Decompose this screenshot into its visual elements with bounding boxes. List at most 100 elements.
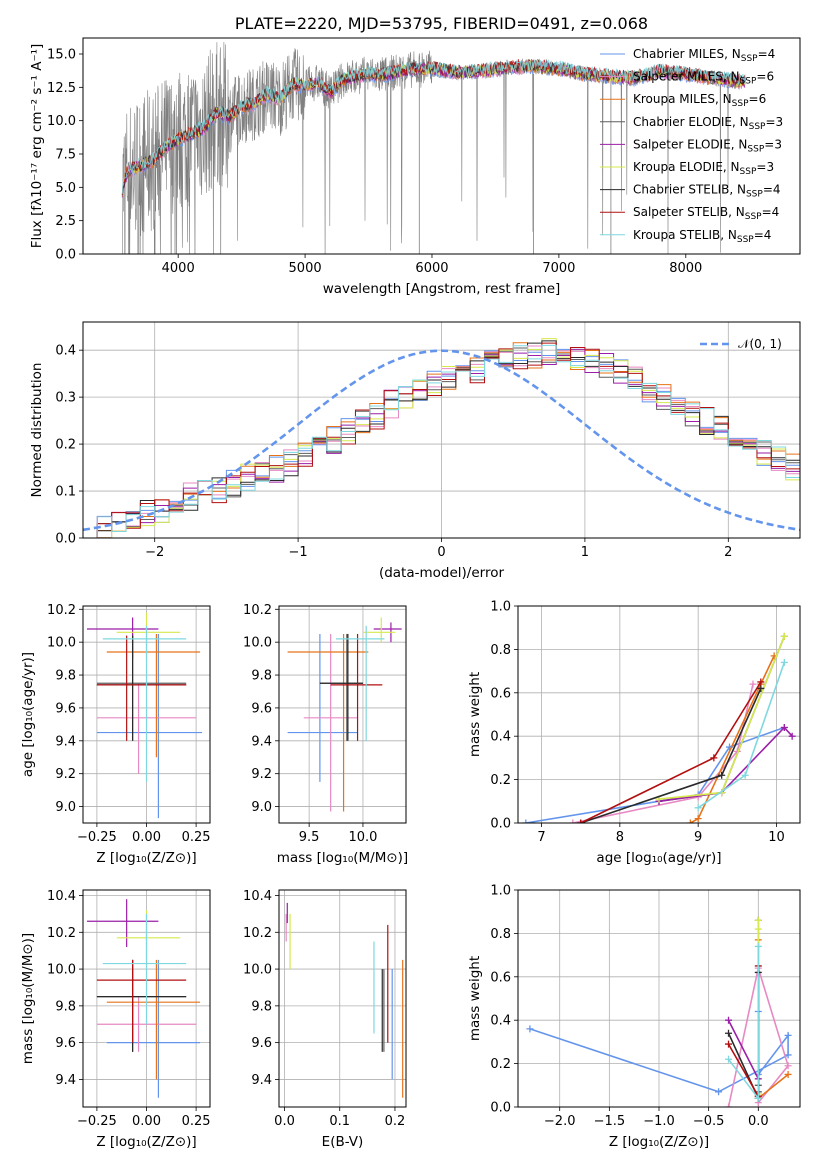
series-marker	[686, 819, 694, 823]
y-tick-label: 10.0	[47, 963, 76, 978]
y-tick-label: 9.8	[251, 999, 272, 1014]
y-tick-label: 9.2	[55, 767, 76, 782]
axes-frame	[278, 605, 407, 824]
x-tick-label: 10.0	[348, 830, 377, 845]
plot-area	[86, 612, 203, 819]
legend-entry: Kroupa MILES, NSSP=6	[633, 92, 766, 109]
legend-suffix: =4	[758, 47, 776, 61]
x-axis-label: wavelength [Angstrom, rest frame]	[323, 281, 561, 297]
y-tick-label: 10.0	[47, 114, 76, 129]
y-tick-label: 9.0	[251, 800, 272, 815]
series-marker	[788, 732, 796, 740]
x-tick-label: 0.0	[748, 1114, 769, 1129]
x-tick-label: 8	[616, 830, 624, 845]
series-marker	[754, 916, 762, 924]
x-tick-label: 0.0	[274, 1114, 295, 1129]
x-tick-label: 9.5	[299, 830, 320, 845]
series-marker	[725, 1040, 733, 1048]
y-tick-label: 9.6	[55, 701, 76, 716]
x-tick-label: 1	[581, 545, 589, 560]
y-tick-label: 0.0	[490, 817, 511, 832]
y-axis-label: Normed distribution	[29, 363, 45, 498]
x-tick-label: −0.25	[77, 830, 117, 845]
legend-entry: Salpeter MILES, NSSP=6	[633, 70, 774, 87]
plot-area	[522, 632, 796, 823]
legend-sub: SSP	[740, 77, 757, 87]
x-axis-label: Z [log₁₀(Z/Z⊙)]	[96, 850, 196, 866]
series-marker	[725, 1016, 733, 1024]
x-tick-label: 7000	[542, 261, 575, 276]
plot-area	[287, 617, 402, 812]
mass-ebv-panel: 0.0 0.1 0.2 9.4 9.6 9.8 10.0 10.2 10.4 E(B-V)	[243, 889, 407, 1150]
x-tick-label: −2	[145, 545, 164, 560]
y-tick-label: 0.1	[55, 485, 76, 500]
y-axis-label: mass weight	[467, 956, 483, 1041]
age-mass-panel: 9.5 10.0 9.0 9.2 9.4 9.6 9.8 10.0 10.2 mass [log₁…	[243, 603, 408, 866]
x-tick-label: 6000	[415, 261, 448, 276]
x-axis-label: (data-model)/error	[379, 565, 505, 581]
x-tick-label: 0.2	[385, 1114, 406, 1129]
legend-suffix: =4	[762, 205, 780, 219]
legend-suffix: =4	[754, 228, 772, 242]
y-tick-label: 10.0	[243, 636, 272, 651]
y-tick-label: 9.8	[251, 669, 272, 684]
series-marker	[694, 815, 702, 823]
legend-entry: Chabrier MILES, NSSP=4	[633, 47, 775, 64]
series-marker	[725, 1055, 733, 1063]
y-tick-label: 12.5	[47, 81, 76, 96]
series-marker	[741, 771, 749, 779]
legend-name: Chabrier MILES, N	[633, 47, 741, 61]
y-tick-label: 10.4	[243, 889, 272, 904]
age-z-panel: −0.25 0.00 0.25 9.0 9.2 9.4 9.6 9.8 10.0 10.2 Z [l…	[20, 603, 211, 866]
y-tick-label: 10.2	[243, 926, 272, 941]
y-tick-label: 9.8	[55, 669, 76, 684]
series-marker	[522, 819, 530, 823]
series-marker	[784, 1051, 792, 1059]
y-tick-label: 9.6	[251, 701, 272, 716]
y-tick-label: 2.5	[55, 214, 76, 229]
y-tick-label: 0.0	[55, 532, 76, 547]
y-tick-label: 0.8	[490, 927, 511, 942]
y-axis-label: mass weight	[467, 672, 483, 757]
x-tick-label: −1	[289, 545, 308, 560]
legend-name: Chabrier STELIB, N	[633, 183, 746, 197]
y-axis-label: mass [log₁₀(M/M⊙)]	[20, 933, 36, 1064]
x-tick-label: 0	[437, 545, 445, 560]
y-tick-label: 9.2	[251, 767, 272, 782]
legend-sub: SSP	[747, 144, 764, 154]
series-line	[689, 655, 775, 823]
x-tick-label: 0.00	[132, 830, 161, 845]
y-axis-label: age [log₁₀(age/yr)]	[20, 652, 36, 777]
y-tick-label: 1.0	[490, 600, 511, 615]
y-tick-label: 0.4	[490, 1014, 511, 1029]
legend-name: Kroupa STELIB, N	[633, 228, 737, 242]
y-tick-label: 0.0	[55, 248, 76, 263]
series-marker	[725, 1103, 733, 1107]
mass-z-panel: −0.25 0.00 0.25 9.4 9.6 9.8 10.0 10.2 10.4 Z [log…	[20, 889, 211, 1150]
y-tick-label: 9.4	[251, 734, 272, 749]
series-marker	[577, 819, 585, 823]
legend-suffix: =4	[763, 183, 781, 197]
y-tick-label: 5.0	[55, 181, 76, 196]
x-tick-label: 0.00	[132, 1114, 161, 1129]
legend-name: Salpeter ELODIE, N	[633, 137, 747, 151]
y-tick-label: 0.4	[55, 344, 76, 359]
legend-name: Kroupa MILES, N	[633, 92, 732, 106]
legend-sub: SSP	[732, 99, 749, 109]
x-tick-label: −2.0	[544, 1114, 576, 1129]
x-tick-label: 0.1	[329, 1114, 350, 1129]
x-tick-label: 8000	[669, 261, 702, 276]
legend-entry: Salpeter STELIB, NSSP=4	[633, 205, 779, 222]
series-marker	[569, 819, 577, 823]
y-tick-label: 15.0	[47, 48, 76, 63]
legend-entry: Kroupa STELIB, NSSP=4	[633, 228, 771, 245]
x-tick-label: 4000	[162, 261, 195, 276]
residual-histogram	[83, 344, 800, 538]
y-tick-label: 0.2	[490, 773, 511, 788]
x-tick-label: −1.0	[643, 1114, 675, 1129]
spectrum-panel: 4000 5000 6000 7000 8000 0.0 2.5 5.0 7.5 10.0 12.5…	[29, 14, 801, 297]
series-marker	[754, 942, 762, 950]
axes-frame	[82, 37, 801, 255]
mass-weight-age-panel: 7 8 9 10 0.0 0.2 0.4 0.6 0.8 1.0 age [log₁₀(age/yr…	[467, 600, 801, 866]
y-tick-label: 9.4	[55, 734, 76, 749]
